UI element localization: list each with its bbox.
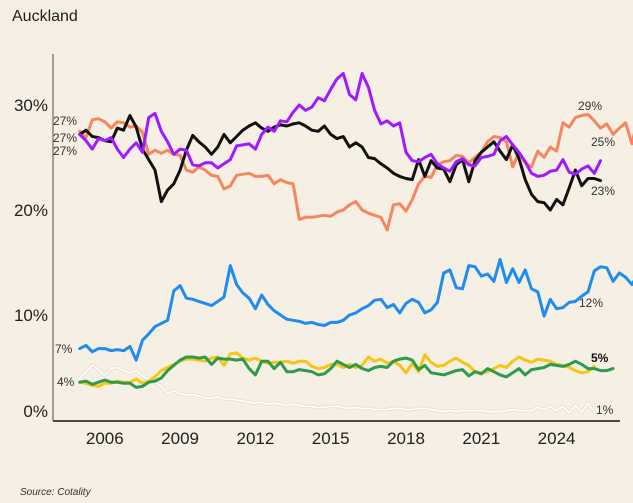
end-label-white: 1% xyxy=(596,403,614,417)
x-tick-label: 2018 xyxy=(387,429,425,448)
x-tick-label: 2009 xyxy=(161,429,199,448)
start-label-yellow-green: 4% xyxy=(57,375,75,389)
x-tick-label: 2012 xyxy=(236,429,274,448)
end-label-green: 5% xyxy=(591,351,609,365)
ticks-layer: 0% 10% 20% 30% 2006 2009 2012 2015 2018 2021 2024 xyxy=(14,96,576,448)
labels-layer: 27% 27% 27% 7% 4% 29% 25% 23% 12% 5% 1% xyxy=(53,99,615,417)
x-tick-label: 2024 xyxy=(538,429,576,448)
chart-title: Auckland xyxy=(12,8,78,25)
series-line-white-outline xyxy=(78,363,596,415)
x-tick-label: 2021 xyxy=(462,429,500,448)
series-line-blue xyxy=(78,257,633,362)
x-tick-label: 2006 xyxy=(86,429,124,448)
source-note: Source: Cotality xyxy=(20,487,91,498)
series-line-green xyxy=(78,355,615,389)
y-tick-label: 30% xyxy=(14,96,48,115)
series-line-white xyxy=(78,364,596,414)
end-label-orange: 29% xyxy=(578,99,602,113)
y-tick-label: 20% xyxy=(14,201,48,220)
series-line-black xyxy=(78,114,602,212)
series-line-purple xyxy=(78,72,602,178)
start-label-black: 27% xyxy=(53,131,77,145)
end-label-black: 23% xyxy=(591,184,615,198)
start-label-orange: 27% xyxy=(53,114,77,128)
start-label-purple: 27% xyxy=(53,144,77,158)
y-tick-label: 10% xyxy=(14,306,48,325)
x-tick-label: 2015 xyxy=(312,429,350,448)
end-label-purple: 25% xyxy=(591,135,615,149)
series-line-yellow xyxy=(78,351,596,388)
start-label-blue: 7% xyxy=(55,342,73,356)
series-layer xyxy=(78,72,633,415)
y-tick-label: 0% xyxy=(23,402,48,421)
end-label-blue: 12% xyxy=(579,296,603,310)
